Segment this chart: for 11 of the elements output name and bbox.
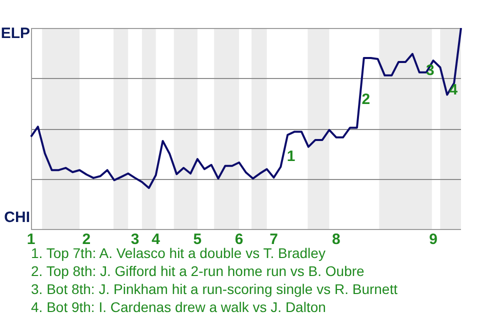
annotation: 4	[449, 81, 458, 98]
text: ELP	[0, 25, 30, 42]
text: 2. Top 8th: J. Gifford hit a 2-run home run vs B. Oubre	[31, 262, 366, 280]
text: CHI	[4, 209, 30, 226]
annotation: 3	[426, 62, 434, 79]
x-tick-label: 8	[332, 231, 340, 248]
x-tick-label: 9	[429, 231, 438, 248]
annotation: 1	[286, 148, 296, 166]
text: 4. Bot 9th: I. Cardenas drew a walk vs J. Dalton	[31, 298, 327, 316]
text: 3. Bot 8th: J. Pinkham hit a run-scoring single vs R. Burnett	[31, 280, 398, 298]
annotation: 2	[362, 90, 370, 108]
